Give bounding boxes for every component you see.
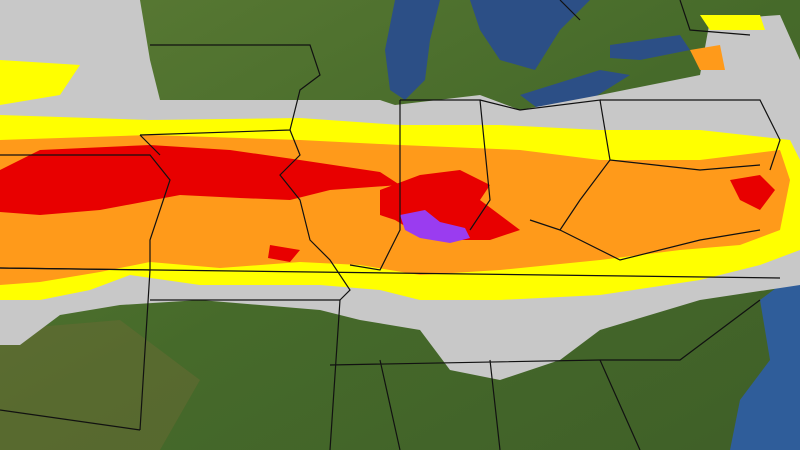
- lake-michigan: [385, 0, 440, 100]
- snow-band-red: [0, 145, 775, 262]
- snow-band-orange: [0, 45, 790, 285]
- state-borders: [0, 0, 781, 450]
- ocean: [730, 270, 800, 450]
- lake-ontario: [610, 35, 690, 60]
- lake-huron: [470, 0, 590, 70]
- snow-band-purple: [400, 210, 470, 243]
- lake-erie: [520, 70, 630, 110]
